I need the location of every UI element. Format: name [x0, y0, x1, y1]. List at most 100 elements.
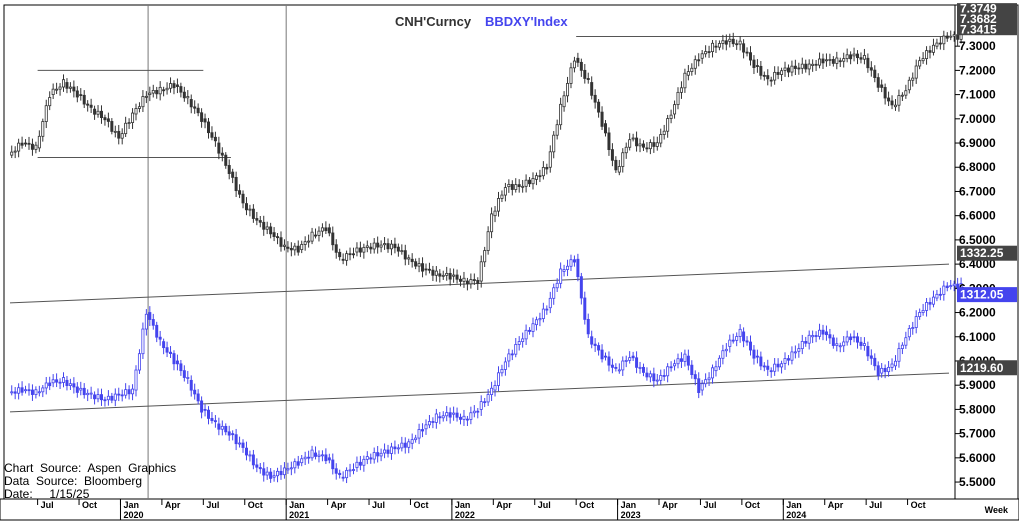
bbdxy-candle: [773, 363, 777, 372]
bbdxy-candle: [935, 293, 939, 299]
bbdxy-candle: [624, 359, 628, 362]
bbdxy-candle: [265, 471, 269, 476]
bbdxy-candle: [459, 416, 463, 420]
bbdxy-candle: [386, 449, 390, 454]
cnh-candle: [351, 253, 355, 256]
bbdxy-candle: [721, 350, 725, 359]
cnh-candle: [869, 67, 873, 71]
cnh-candle: [434, 270, 438, 276]
cnh-candle: [610, 149, 614, 161]
bbdxy-candle: [79, 387, 83, 391]
cnh-candle: [607, 132, 611, 151]
bbdxy-candle: [669, 366, 673, 369]
cnh-candle: [811, 63, 815, 66]
bbdxy-candle: [310, 449, 314, 459]
cnh-candle: [20, 142, 24, 146]
cnh-candle: [248, 208, 252, 211]
y-tick-label: 6.7000: [959, 184, 996, 198]
cnh-candle: [282, 244, 286, 247]
bbdxy-candle: [369, 457, 373, 460]
bbdxy-candle: [869, 355, 873, 359]
bbdxy-candle: [44, 382, 48, 389]
cnh-candle: [93, 108, 97, 115]
cnh-candle: [72, 86, 76, 92]
cnh-candle: [345, 253, 349, 261]
bbdxy-candle: [479, 401, 483, 410]
bbdxy-candle: [210, 418, 214, 422]
bbdxy-candle: [182, 370, 186, 378]
cnh-candle: [483, 250, 487, 263]
cnh-candle: [241, 193, 245, 204]
cnh-candle: [30, 143, 34, 150]
bbdxy-candle: [89, 392, 93, 395]
cnh-candle: [127, 122, 131, 124]
bbdxy-candle: [576, 258, 580, 278]
cnh-candle: [866, 57, 870, 69]
y-tick-label: 6.8000: [959, 160, 996, 174]
price-label: 1312.05: [960, 288, 1004, 302]
cnh-candle: [162, 89, 166, 92]
bbdxy-candle: [597, 345, 601, 351]
cnh-candle: [124, 122, 128, 135]
bbdxy-candle: [200, 400, 204, 413]
bbdxy-candle: [852, 336, 856, 339]
plot-frame: [3, 4, 956, 500]
cnh-candle: [10, 151, 14, 156]
bbdxy-candle: [586, 318, 590, 335]
cnh-candle: [414, 261, 418, 267]
y-tick-label: 6.2000: [959, 306, 996, 320]
cnh-candle: [545, 167, 549, 170]
bbdxy-candle: [414, 437, 418, 441]
cnh-candle: [293, 245, 297, 251]
bbdxy-candle: [897, 348, 901, 362]
cnh-candle: [410, 258, 414, 263]
bbdxy-candle: [262, 468, 266, 476]
bbdxy-candle: [358, 461, 362, 466]
bbdxy-candle: [282, 467, 286, 476]
bbdxy-candle: [151, 319, 155, 326]
bbdxy-candle: [331, 459, 335, 470]
bbdxy-candle: [648, 373, 652, 378]
bbdxy-candle: [507, 353, 511, 362]
bbdxy-candle: [538, 318, 542, 321]
bbdxy-candle: [493, 385, 497, 391]
x-tick-label: Jan: [455, 500, 471, 510]
cnh-candle: [724, 40, 728, 45]
cnh-candle: [745, 51, 749, 54]
cnh-candle: [748, 52, 752, 61]
y-tick-label: 6.1000: [959, 330, 996, 344]
bbdxy-candle: [189, 379, 193, 391]
cnh-candle: [759, 65, 763, 76]
bbdxy-candle: [552, 287, 556, 299]
bbdxy-candle: [590, 336, 594, 345]
grid-lines: [0, 4, 1019, 521]
bbdxy-candle: [462, 415, 466, 420]
cnh-candle: [486, 231, 490, 251]
cnh-candle: [327, 227, 331, 234]
bbdxy-candle: [545, 308, 549, 311]
bbdxy-candle: [690, 364, 694, 376]
bbdxy-candle: [904, 337, 908, 346]
bbdxy-candle: [276, 470, 280, 477]
bbdxy-candle: [400, 442, 404, 449]
cnh-candle: [845, 54, 849, 60]
cnh-candle: [362, 247, 366, 253]
cnh-candle: [828, 59, 832, 61]
cnh-candle: [448, 272, 452, 280]
bbdxy-candle: [762, 365, 766, 368]
x-tick-label: Jul: [869, 500, 882, 510]
bbdxy-candle: [925, 302, 929, 311]
bbdxy-candle: [548, 297, 552, 309]
bbdxy-candle: [804, 341, 808, 344]
x-axis: Jul Oct Jan Apr Jul Oct Jan Apr Jul Oct Jan Apr Jul O…: [37, 499, 1009, 520]
bbdxy-candle: [103, 399, 107, 402]
bbdxy-candle: [534, 319, 538, 326]
bbdxy-candle: [838, 345, 842, 348]
bbdxy-candle: [465, 418, 469, 421]
bbdxy-candle: [918, 312, 922, 318]
x-tick-label: Oct: [579, 500, 594, 510]
cnh-candle: [679, 87, 683, 93]
bbdxy-candle: [389, 446, 393, 454]
x-tick-label: Apr: [331, 500, 347, 510]
bbdxy-candle: [717, 357, 721, 368]
